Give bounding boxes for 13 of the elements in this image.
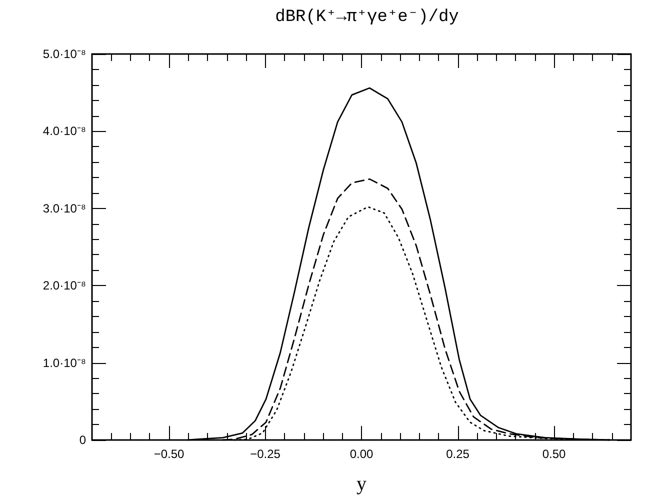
x-tick-label: 0.00 — [350, 447, 374, 461]
y-tick-label: 3.0·10⁻⁸ — [42, 201, 86, 216]
y-tick-label: 1.0·10⁻⁸ — [42, 356, 86, 370]
x-axis-title: y — [356, 473, 366, 495]
y-tick-label: 0 — [79, 433, 86, 447]
y-tick-label: 2.0·10⁻⁸ — [42, 278, 86, 293]
y-tick-label: 4.0·10⁻⁸ — [42, 124, 86, 138]
x-tick-label: −0.25 — [250, 447, 281, 461]
y-tick-label: 5.0·10⁻⁸ — [42, 47, 86, 61]
x-tick-label: −0.50 — [154, 447, 184, 461]
x-tick-label: 0.50 — [542, 447, 566, 461]
chart-title: dBR(K⁺→π⁺γe⁺e⁻)/dy — [275, 8, 459, 27]
x-tick-label: 0.25 — [446, 447, 470, 461]
